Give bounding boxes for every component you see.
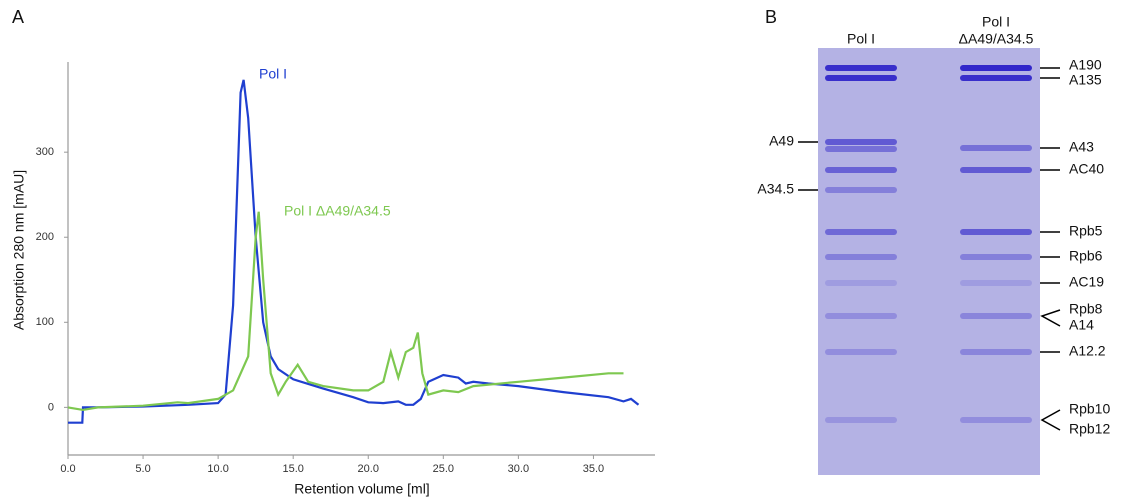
y-axis-label: Absorption 280 nm [mAU] [11,170,27,330]
panel-label: B [765,7,777,27]
gel-band [960,417,1032,423]
lane-label: Pol I [982,14,1010,30]
x-tick-label: 35.0 [583,463,604,475]
series-line [68,212,624,410]
panel-label: A [12,7,24,27]
x-tick-label: 5.0 [135,463,150,475]
band-label: Rpb10 [1069,401,1110,417]
gel-band [825,65,897,71]
gel-band [960,167,1032,173]
band-label: A14 [1069,317,1094,333]
lane-label: Pol I [847,31,875,47]
band-label: A190 [1069,57,1102,73]
series-line [68,80,639,423]
x-tick-label: 30.0 [508,463,529,475]
x-tick-label: 20.0 [358,463,379,475]
figure: A Retention volume [ml] Absorption 280 n… [0,0,1123,501]
band-label: A49 [769,133,794,149]
gel-band [825,187,897,193]
band-label: Rpb12 [1069,421,1110,437]
x-tick-label: 0.0 [60,463,75,475]
y-tick-label: 0 [48,401,54,413]
band-label: Rpb8 [1069,301,1103,317]
gel-band [960,254,1032,260]
band-label: AC19 [1069,274,1104,290]
band-label: Rpb6 [1069,248,1103,264]
band-bracket [1042,310,1060,326]
y-tick-label: 100 [36,316,54,328]
band-label: A43 [1069,139,1094,155]
gel-band [960,313,1032,319]
band-label: AC40 [1069,161,1104,177]
y-tick-label: 300 [36,146,54,158]
band-bracket [1042,410,1060,430]
band-label: A135 [1069,72,1102,88]
band-label: A12.2 [1069,343,1106,359]
band-label: Rpb5 [1069,223,1103,239]
gel-band [960,280,1032,286]
gel-band [825,254,897,260]
lane-label: ΔA49/A34.5 [959,31,1034,47]
gel-band [960,349,1032,355]
gel-band [960,229,1032,235]
series-label: Pol I [259,66,287,82]
x-axis-label: Retention volume [ml] [294,481,429,497]
gel-band [960,75,1032,81]
x-tick-label: 10.0 [207,463,228,475]
gel-band [960,65,1032,71]
gel-band [825,349,897,355]
gel-band [825,167,897,173]
y-tick-label: 200 [36,231,54,243]
band-label: A34.5 [757,181,794,197]
gel [818,48,1040,475]
gel-band [960,145,1032,151]
gel-band [825,146,897,152]
x-tick-label: 25.0 [433,463,454,475]
gel-band [825,139,897,145]
gel-band [825,417,897,423]
gel-band [825,280,897,286]
gel-band [825,75,897,81]
gel-band [825,313,897,319]
x-tick-label: 15.0 [282,463,303,475]
gel-band [825,229,897,235]
series-label: Pol I ΔA49/A34.5 [284,203,391,219]
